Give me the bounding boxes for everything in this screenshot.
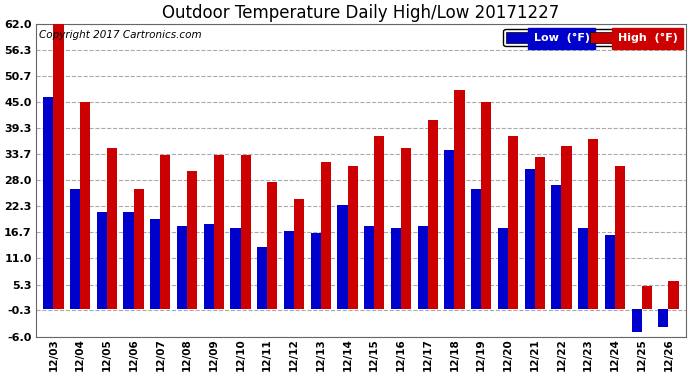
Bar: [230, 228, 241, 309]
Bar: [374, 136, 384, 309]
Bar: [241, 155, 250, 309]
Bar: [401, 148, 411, 309]
Bar: [497, 228, 508, 309]
Text: Copyright 2017 Cartronics.com: Copyright 2017 Cartronics.com: [39, 30, 202, 40]
Bar: [70, 189, 80, 309]
Bar: [177, 226, 187, 309]
Bar: [578, 228, 588, 309]
Bar: [80, 102, 90, 309]
Bar: [524, 169, 535, 309]
Bar: [455, 90, 464, 309]
Bar: [53, 24, 63, 309]
Bar: [471, 189, 481, 309]
Bar: [391, 228, 401, 309]
Bar: [348, 166, 357, 309]
Bar: [284, 231, 294, 309]
Title: Outdoor Temperature Daily High/Low 20171227: Outdoor Temperature Daily High/Low 20171…: [162, 4, 560, 22]
Bar: [588, 139, 598, 309]
Bar: [417, 226, 428, 309]
Bar: [134, 189, 144, 309]
Bar: [631, 309, 642, 332]
Bar: [605, 236, 615, 309]
Bar: [615, 166, 625, 309]
Bar: [214, 155, 224, 309]
Bar: [508, 136, 518, 309]
Bar: [428, 120, 438, 309]
Bar: [160, 155, 170, 309]
Bar: [642, 286, 652, 309]
Bar: [294, 198, 304, 309]
Bar: [267, 183, 277, 309]
Bar: [107, 148, 117, 309]
Bar: [124, 212, 134, 309]
Bar: [444, 150, 455, 309]
Bar: [535, 157, 545, 309]
Bar: [43, 98, 53, 309]
Bar: [562, 146, 571, 309]
Bar: [481, 102, 491, 309]
Bar: [204, 224, 214, 309]
Legend: Low  (°F), High  (°F): Low (°F), High (°F): [503, 29, 680, 46]
Bar: [669, 281, 678, 309]
Bar: [257, 247, 267, 309]
Bar: [551, 185, 562, 309]
Bar: [321, 162, 331, 309]
Bar: [150, 219, 160, 309]
Bar: [97, 212, 107, 309]
Bar: [187, 171, 197, 309]
Bar: [310, 233, 321, 309]
Bar: [364, 226, 374, 309]
Bar: [658, 309, 669, 327]
Bar: [337, 206, 348, 309]
